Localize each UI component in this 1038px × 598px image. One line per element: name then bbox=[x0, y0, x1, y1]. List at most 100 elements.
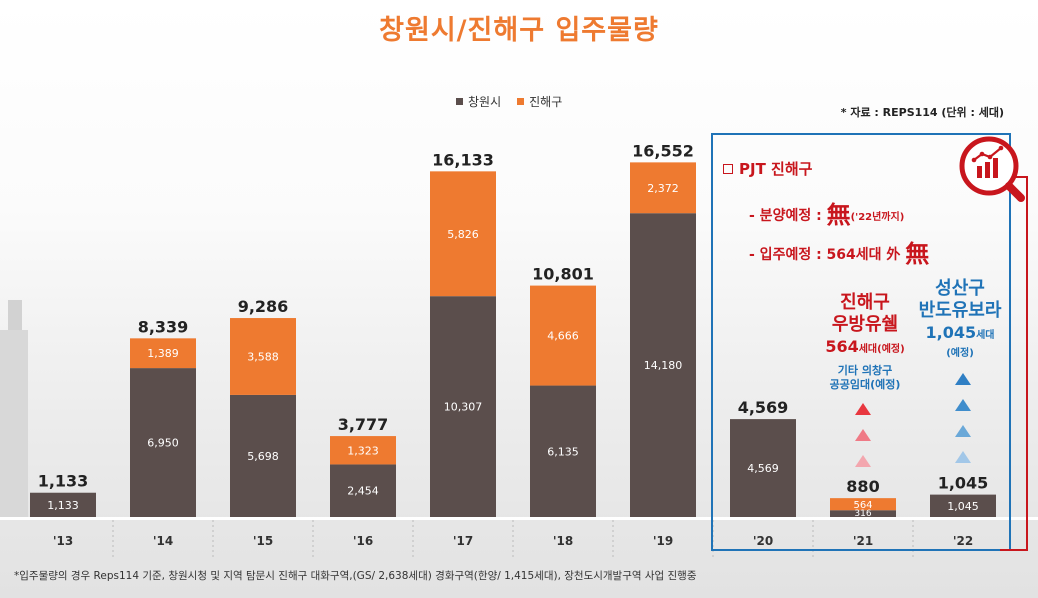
data-label-jinhae: 1,323 bbox=[347, 444, 379, 457]
bar-changwon bbox=[630, 213, 696, 518]
x-tick-label: '13 bbox=[53, 534, 73, 548]
total-label: 4,569 bbox=[738, 398, 789, 417]
data-label-changwon: 1,045 bbox=[947, 500, 979, 513]
jinhae-project-count: 564 bbox=[825, 337, 859, 356]
trend-triangle-blue bbox=[955, 425, 971, 437]
pjt-movein-glyph: 無 bbox=[905, 240, 930, 268]
pjt-movein-prefix: - 입주예정 : 564세대 外 bbox=[749, 247, 906, 263]
x-tick-label: '15 bbox=[253, 534, 273, 548]
trend-triangle-blue bbox=[955, 451, 971, 463]
x-tick-label: '21 bbox=[853, 534, 873, 548]
pjt-red-frame bbox=[1000, 176, 1028, 551]
x-tick-label: '17 bbox=[453, 534, 473, 548]
seongsan-project-annotation: 성산구 반도유보라 1,045세대 (예정) bbox=[910, 278, 1010, 360]
jinhae-project-count-line: 564세대(예정) bbox=[810, 336, 920, 361]
jinhae-project-sub2: 공공임대(예정) bbox=[829, 378, 901, 391]
pjt-sale-note: ('22년까지) bbox=[850, 212, 905, 223]
data-label-changwon: 5,698 bbox=[247, 450, 279, 463]
x-tick-label: '16 bbox=[353, 534, 373, 548]
legend-swatch-jinhae bbox=[517, 98, 525, 105]
trend-triangle-red bbox=[855, 455, 871, 467]
total-label: 16,133 bbox=[432, 150, 494, 169]
data-label-jinhae: 3,588 bbox=[247, 350, 279, 363]
bar-jinhae bbox=[830, 498, 896, 511]
background-building-top bbox=[8, 300, 22, 330]
footnote: *입주물량의 경우 Reps114 기준, 창원시청 및 지역 탐문시 진해구 … bbox=[14, 570, 697, 582]
jinhae-project-line2: 우방유쉘 bbox=[831, 314, 899, 335]
bar-jinhae bbox=[330, 436, 396, 465]
legend-label-jinhae: 진해구 bbox=[529, 95, 563, 109]
seongsan-project-line1: 성산구 bbox=[935, 278, 985, 299]
trend-triangle-blue bbox=[955, 373, 971, 385]
pjt-sale-line: - 분양예정 : 無('22년까지) bbox=[749, 195, 904, 230]
legend-item-changwon: 창원시 bbox=[456, 93, 501, 110]
seongsan-project-unit: 세대 bbox=[976, 330, 995, 341]
bar-changwon bbox=[430, 296, 496, 517]
legend-swatch-changwon bbox=[456, 98, 463, 105]
magnifier-chart-icon bbox=[959, 136, 1025, 202]
bar-changwon bbox=[30, 492, 96, 517]
data-label-changwon: 10,307 bbox=[444, 401, 483, 414]
total-label: 1,045 bbox=[938, 474, 989, 493]
seongsan-project-count: 1,045 bbox=[925, 323, 977, 342]
bar-jinhae bbox=[430, 171, 496, 297]
bar-jinhae bbox=[530, 285, 596, 386]
total-label: 880 bbox=[846, 477, 879, 496]
data-label-changwon: 6,135 bbox=[547, 445, 579, 458]
bar-changwon bbox=[130, 368, 196, 517]
x-tick-label: '18 bbox=[553, 534, 573, 548]
baseline bbox=[0, 517, 1038, 520]
jinhae-project-sub1: 기타 의창구 bbox=[837, 364, 893, 377]
x-tick-label: '20 bbox=[753, 534, 773, 548]
bar-changwon bbox=[830, 510, 896, 517]
trend-triangle-blue bbox=[955, 399, 971, 411]
legend: 창원시 진해구 bbox=[456, 93, 562, 110]
legend-item-jinhae: 진해구 bbox=[517, 93, 562, 110]
total-label: 10,801 bbox=[532, 265, 594, 284]
total-label: 16,552 bbox=[632, 141, 694, 160]
bar-changwon bbox=[730, 419, 796, 517]
data-label-jinhae: 4,666 bbox=[547, 330, 579, 343]
bar-changwon bbox=[230, 394, 296, 517]
bar-jinhae bbox=[230, 318, 296, 395]
total-label: 1,133 bbox=[38, 472, 89, 491]
data-label-jinhae: 2,372 bbox=[647, 182, 679, 195]
pjt-movein-line: - 입주예정 : 564세대 外 無 bbox=[749, 234, 929, 269]
data-label-changwon: 316 bbox=[854, 509, 871, 519]
data-label-changwon: 14,180 bbox=[644, 359, 683, 372]
data-label-jinhae: 564 bbox=[853, 500, 872, 511]
chart-title: 창원시/진해구 입주물량 bbox=[379, 15, 659, 46]
trend-triangle-red bbox=[855, 429, 871, 441]
pjt-title: PJT 진해구 bbox=[723, 158, 812, 179]
checkbox-square-icon bbox=[723, 163, 733, 174]
total-label: 8,339 bbox=[138, 317, 189, 336]
data-label-jinhae: 5,826 bbox=[447, 228, 479, 241]
bar-jinhae bbox=[130, 338, 196, 369]
data-label-changwon: 4,569 bbox=[747, 462, 779, 475]
x-tick-label: '19 bbox=[653, 534, 673, 548]
background-building-left bbox=[0, 330, 28, 517]
pjt-sale-prefix: - 분양예정 : bbox=[749, 208, 827, 224]
bar-jinhae bbox=[630, 162, 696, 214]
pjt-highlight-box bbox=[711, 133, 1011, 551]
data-label-changwon: 2,454 bbox=[347, 485, 379, 498]
x-tick-label: '14 bbox=[153, 534, 173, 548]
total-label: 9,286 bbox=[238, 297, 289, 316]
trend-triangle-red bbox=[855, 403, 871, 415]
legend-label-changwon: 창원시 bbox=[468, 95, 502, 109]
jinhae-project-annotation: 진해구 우방유쉘 564세대(예정) 기타 의창구 공공임대(예정) bbox=[810, 292, 920, 392]
seongsan-project-line2: 반도유보라 bbox=[918, 300, 1002, 321]
data-label-changwon: 6,950 bbox=[147, 437, 179, 450]
seongsan-project-sub: (예정) bbox=[946, 348, 974, 359]
x-tick-label: '22 bbox=[953, 534, 973, 548]
bar-changwon bbox=[930, 494, 996, 517]
jinhae-project-unit: 세대(예정) bbox=[858, 344, 905, 355]
source-note: * 자료 : REPS114 (단위 : 세대) bbox=[840, 106, 1004, 119]
total-label: 3,777 bbox=[338, 415, 389, 434]
pjt-sale-glyph: 無 bbox=[826, 201, 851, 229]
seongsan-project-count-line: 1,045세대 bbox=[910, 322, 1010, 347]
jinhae-project-line1: 진해구 bbox=[840, 292, 890, 313]
data-label-changwon: 1,133 bbox=[47, 499, 79, 512]
data-label-jinhae: 1,389 bbox=[147, 347, 179, 360]
